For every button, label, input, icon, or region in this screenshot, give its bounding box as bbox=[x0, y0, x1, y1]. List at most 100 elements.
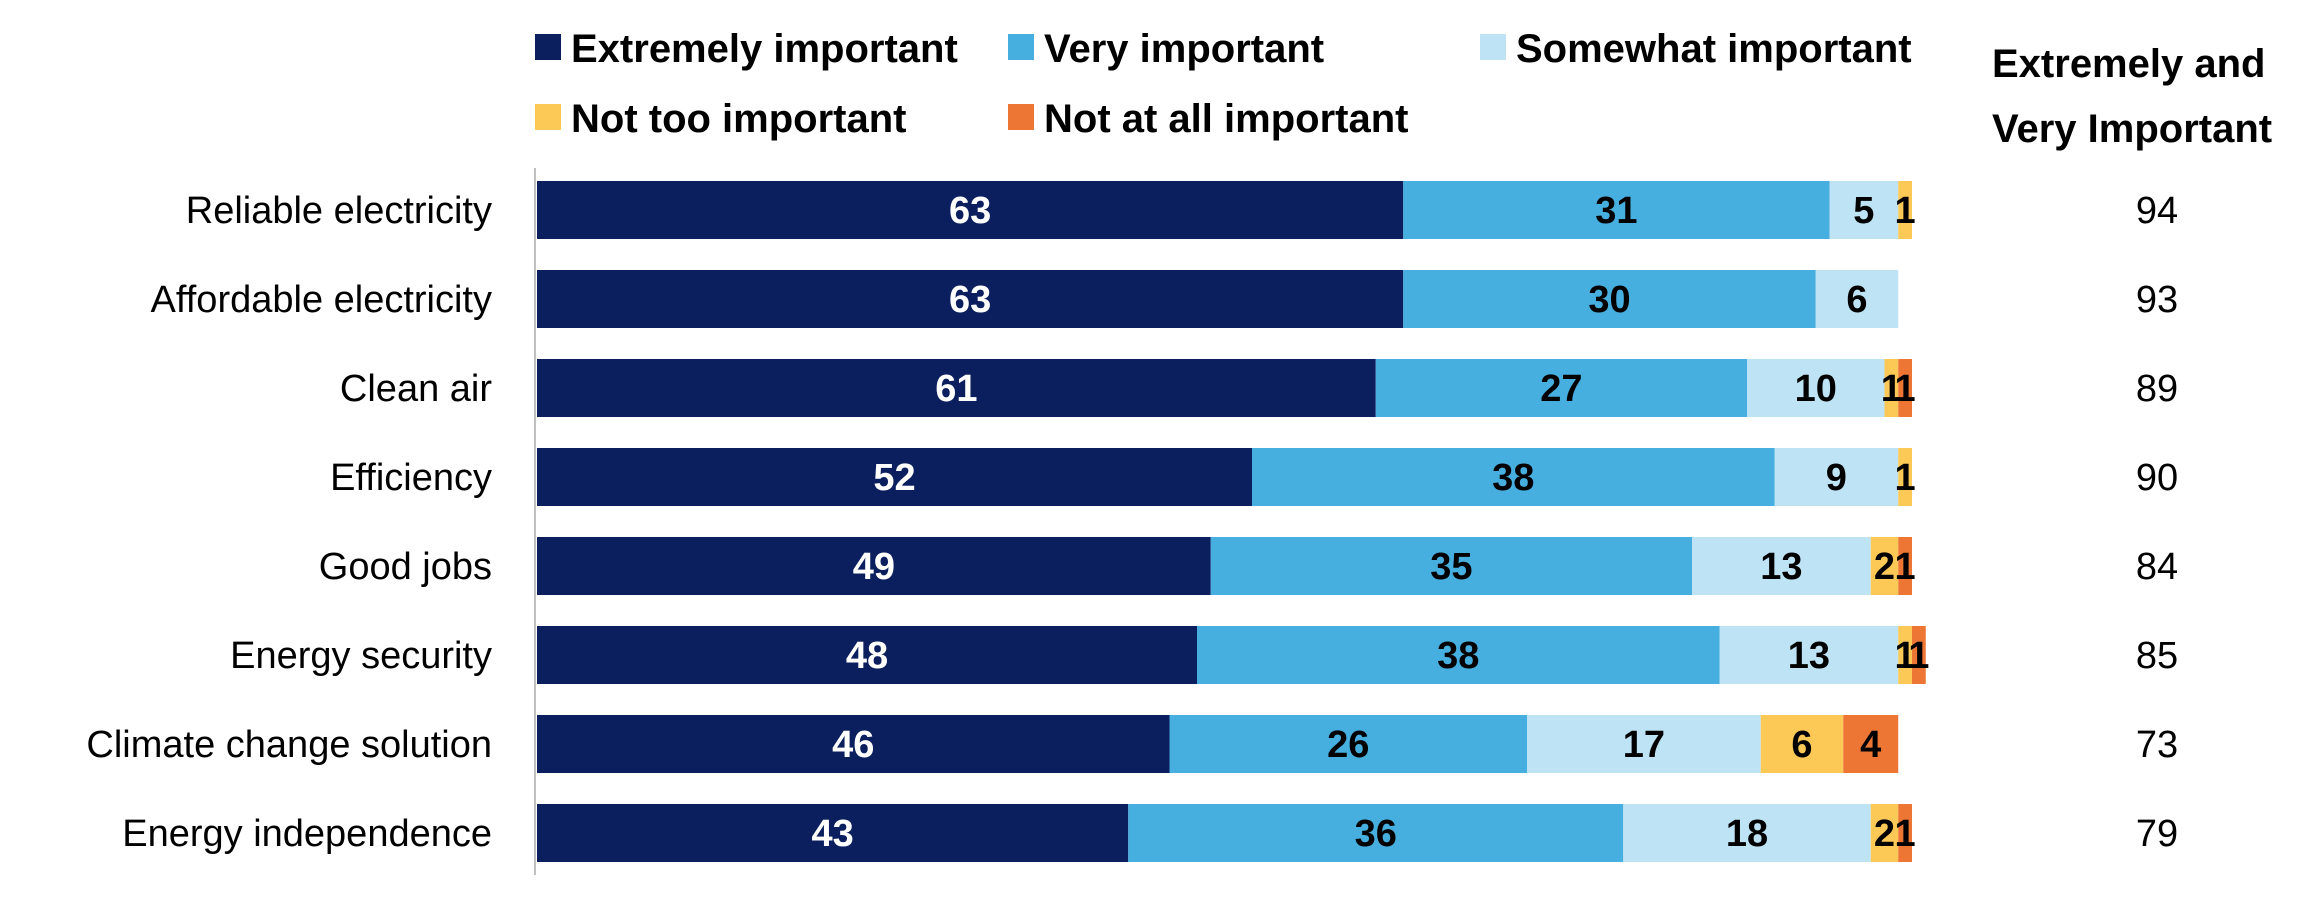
bar-clean-air-not-too-important bbox=[1884, 359, 1899, 417]
category-label-affordable-electricity: Affordable electricity bbox=[151, 279, 492, 321]
category-label-efficiency: Efficiency bbox=[330, 457, 492, 499]
summary-value-clean-air: 89 bbox=[2136, 368, 2178, 410]
bar-row-clean-air: 61 27 10 11 bbox=[537, 359, 1916, 417]
summary-header: Extremely and Very Important bbox=[1992, 42, 2272, 151]
bar-efficiency-somewhat-important bbox=[1774, 448, 1899, 506]
data-label-climate-change-solution-somewhat-important: 17 bbox=[1623, 724, 1665, 766]
data-label-energy-independence-very-important: 36 bbox=[1355, 813, 1397, 855]
bar-energy-independence-very-important bbox=[1128, 804, 1624, 862]
data-label-affordable-electricity-somewhat-important: 6 bbox=[1846, 279, 1867, 321]
data-label-good-jobs-somewhat-important: 13 bbox=[1760, 546, 1802, 588]
legend-swatch-not-at-all-important bbox=[1008, 104, 1034, 130]
bar-climate-change-solution-extremely-important bbox=[537, 715, 1170, 773]
bar-energy-independence-extremely-important bbox=[537, 804, 1129, 862]
bar-climate-change-solution-very-important bbox=[1169, 715, 1527, 773]
data-label-good-jobs-extremely-important: 49 bbox=[853, 546, 895, 588]
data-label-energy-independence-extremely-important: 43 bbox=[811, 813, 853, 855]
legend-label-extremely-important: Extremely important bbox=[571, 27, 958, 71]
legend-label-somewhat-important: Somewhat important bbox=[1516, 27, 1912, 71]
bar-energy-independence-not-too-important bbox=[1870, 804, 1899, 862]
bar-row-climate-change-solution: 46 26 17 6 4 bbox=[537, 715, 1899, 773]
bar-energy-security-somewhat-important bbox=[1719, 626, 1899, 684]
data-label-good-jobs-not-at-all-important: 1 bbox=[1895, 546, 1916, 588]
legend-swatch-very-important bbox=[1008, 34, 1034, 60]
category-label-energy-security: Energy security bbox=[230, 635, 492, 677]
data-label-affordable-electricity-extremely-important: 63 bbox=[949, 279, 991, 321]
legend-label-not-too-important: Not too important bbox=[571, 97, 907, 141]
bar-climate-change-solution-somewhat-important bbox=[1527, 715, 1761, 773]
bar-efficiency-not-too-important bbox=[1898, 448, 1912, 506]
summary-value-climate-change-solution: 73 bbox=[2136, 724, 2178, 766]
bar-clean-air-not-at-all-important bbox=[1898, 359, 1912, 417]
bar-energy-security-not-too-important bbox=[1898, 626, 1912, 684]
data-label-clean-air-not-too-important: 1 bbox=[1881, 368, 1902, 410]
data-label-energy-security-somewhat-important: 13 bbox=[1788, 635, 1830, 677]
data-label-efficiency-somewhat-important: 9 bbox=[1826, 457, 1847, 499]
summary-value-reliable-electricity: 94 bbox=[2136, 190, 2178, 232]
data-label-clean-air-very-important: 27 bbox=[1540, 368, 1582, 410]
legend-swatch-somewhat-important bbox=[1480, 34, 1506, 60]
bar-energy-independence-not-at-all-important bbox=[1898, 804, 1912, 862]
bar-energy-independence-somewhat-important bbox=[1623, 804, 1871, 862]
data-label-affordable-electricity-very-important: 30 bbox=[1588, 279, 1630, 321]
summary-value-affordable-electricity: 93 bbox=[2136, 279, 2178, 321]
data-label-energy-independence-not-at-all-important: 1 bbox=[1895, 813, 1916, 855]
data-label-clean-air-not-at-all-important: 1 bbox=[1895, 368, 1916, 410]
data-label-good-jobs-not-too-important: 2 bbox=[1874, 546, 1895, 588]
legend: Extremely important Very important Somewha… bbox=[535, 27, 1912, 141]
bar-reliable-electricity-very-important bbox=[1403, 181, 1830, 239]
data-label-energy-security-very-important: 38 bbox=[1437, 635, 1479, 677]
bar-row-reliable-electricity: 63 31 5 1 bbox=[537, 181, 1916, 239]
category-label-good-jobs: Good jobs bbox=[319, 546, 492, 588]
data-label-reliable-electricity-not-too-important: 1 bbox=[1895, 190, 1916, 232]
bar-reliable-electricity-not-too-important bbox=[1898, 181, 1912, 239]
summary-values: 94 93 89 90 84 85 73 79 bbox=[2136, 190, 2178, 855]
category-label-reliable-electricity: Reliable electricity bbox=[186, 190, 492, 232]
bar-energy-security-extremely-important bbox=[537, 626, 1197, 684]
data-label-efficiency-very-important: 38 bbox=[1492, 457, 1534, 499]
summary-header-line1: Extremely and bbox=[1992, 42, 2265, 86]
summary-value-efficiency: 90 bbox=[2136, 457, 2178, 499]
data-label-reliable-electricity-very-important: 31 bbox=[1595, 190, 1637, 232]
summary-value-energy-security: 85 bbox=[2136, 635, 2178, 677]
legend-label-not-at-all-important: Not at all important bbox=[1044, 97, 1408, 141]
bar-row-efficiency: 52 38 9 1 bbox=[537, 448, 1916, 506]
category-label-clean-air: Clean air bbox=[340, 368, 492, 410]
bar-clean-air-somewhat-important bbox=[1747, 359, 1885, 417]
data-label-clean-air-extremely-important: 61 bbox=[935, 368, 977, 410]
bar-reliable-electricity-somewhat-important bbox=[1829, 181, 1899, 239]
category-label-energy-independence: Energy independence bbox=[122, 813, 492, 855]
bar-good-jobs-not-at-all-important bbox=[1898, 537, 1912, 595]
bar-good-jobs-not-too-important bbox=[1870, 537, 1899, 595]
bar-clean-air-very-important bbox=[1375, 359, 1747, 417]
legend-swatch-not-too-important bbox=[535, 104, 561, 130]
data-label-energy-security-not-too-important: 1 bbox=[1895, 635, 1916, 677]
category-label-climate-change-solution: Climate change solution bbox=[86, 724, 492, 766]
data-label-energy-independence-somewhat-important: 18 bbox=[1726, 813, 1768, 855]
bar-good-jobs-somewhat-important bbox=[1692, 537, 1871, 595]
data-label-climate-change-solution-not-at-all-important: 4 bbox=[1860, 724, 1881, 766]
bar-reliable-electricity-extremely-important bbox=[537, 181, 1404, 239]
bar-affordable-electricity-extremely-important bbox=[537, 270, 1404, 328]
bar-row-energy-security: 48 38 13 11 bbox=[537, 626, 1929, 684]
data-label-energy-independence-not-too-important: 2 bbox=[1874, 813, 1895, 855]
data-label-energy-security-not-at-all-important: 1 bbox=[1908, 635, 1929, 677]
data-label-good-jobs-very-important: 35 bbox=[1430, 546, 1472, 588]
category-labels: Reliable electricity Affordable electrici… bbox=[86, 190, 492, 855]
data-label-reliable-electricity-somewhat-important: 5 bbox=[1853, 190, 1874, 232]
data-label-energy-security-extremely-important: 48 bbox=[846, 635, 888, 677]
bar-row-affordable-electricity: 63 30 6 bbox=[537, 270, 1899, 328]
legend-swatch-extremely-important bbox=[535, 34, 561, 60]
data-label-climate-change-solution-very-important: 26 bbox=[1327, 724, 1369, 766]
bar-climate-change-solution-not-too-important bbox=[1760, 715, 1844, 773]
data-label-reliable-electricity-extremely-important: 63 bbox=[949, 190, 991, 232]
bar-good-jobs-extremely-important bbox=[537, 537, 1211, 595]
summary-value-good-jobs: 84 bbox=[2136, 546, 2178, 588]
bar-efficiency-extremely-important bbox=[537, 448, 1252, 506]
bar-good-jobs-very-important bbox=[1210, 537, 1692, 595]
data-label-efficiency-extremely-important: 52 bbox=[873, 457, 915, 499]
bar-clean-air-extremely-important bbox=[537, 359, 1376, 417]
data-label-climate-change-solution-extremely-important: 46 bbox=[832, 724, 874, 766]
